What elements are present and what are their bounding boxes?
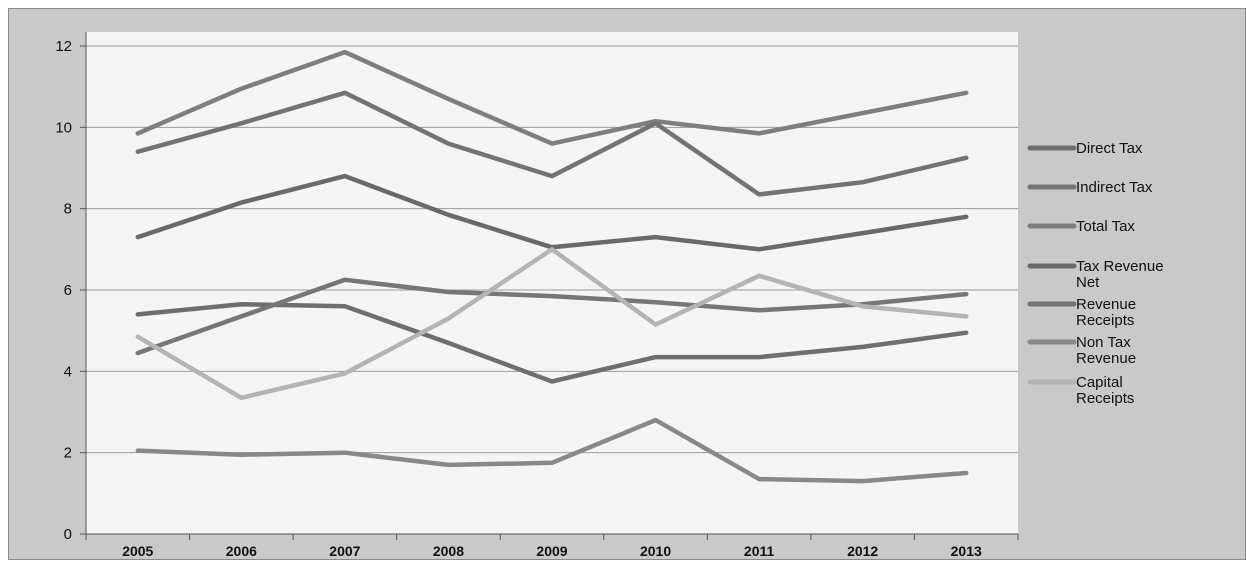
- legend-label: Indirect Tax: [1076, 179, 1153, 196]
- legend-label: Non Tax Revenue: [1076, 334, 1136, 367]
- legend-label: Revenue Receipts: [1076, 296, 1136, 329]
- y-tick-label: 0: [64, 526, 72, 543]
- x-tick-label: 2005: [122, 543, 153, 559]
- legend-label: Tax Revenue Net: [1076, 258, 1164, 291]
- x-tick-label: 2009: [536, 543, 567, 559]
- axes: 0 2 4 6 8 10 12 2005 2006 2007 2008 2009 2010 2011 201…: [55, 32, 1019, 559]
- x-tick-label: 2013: [951, 543, 982, 559]
- series-line-indirect-tax: [135, 277, 969, 356]
- y-tick-label: 12: [55, 38, 72, 55]
- legend: Direct Tax Indirect Tax Total Tax Tax Reven…: [1027, 140, 1164, 407]
- y-tick-label: 2: [64, 445, 72, 462]
- series-line-revenue-receipts: [135, 90, 969, 197]
- x-tick-label: 2006: [226, 543, 257, 559]
- y-tick-label: 4: [64, 363, 72, 380]
- x-tick-label: 2008: [433, 543, 464, 559]
- plot-area: [86, 32, 1018, 534]
- x-tick-label: 2007: [329, 543, 360, 559]
- x-tick-label: 2010: [640, 543, 671, 559]
- y-tick-label: 10: [55, 119, 72, 136]
- y-tick-label: 8: [64, 201, 72, 218]
- y-tick-label: 6: [64, 282, 72, 299]
- series-lines: [135, 49, 969, 484]
- legend-label: Total Tax: [1076, 218, 1135, 235]
- series-line-capital-receipts: [135, 247, 969, 401]
- legend-label: Capital Receipts: [1076, 374, 1134, 407]
- series-line-total-tax: [135, 49, 969, 146]
- x-tick-label: 2011: [744, 543, 775, 559]
- series-line-non-tax-revenue: [135, 417, 969, 484]
- x-tick-label: 2012: [847, 543, 878, 559]
- legend-label: Direct Tax: [1076, 140, 1143, 157]
